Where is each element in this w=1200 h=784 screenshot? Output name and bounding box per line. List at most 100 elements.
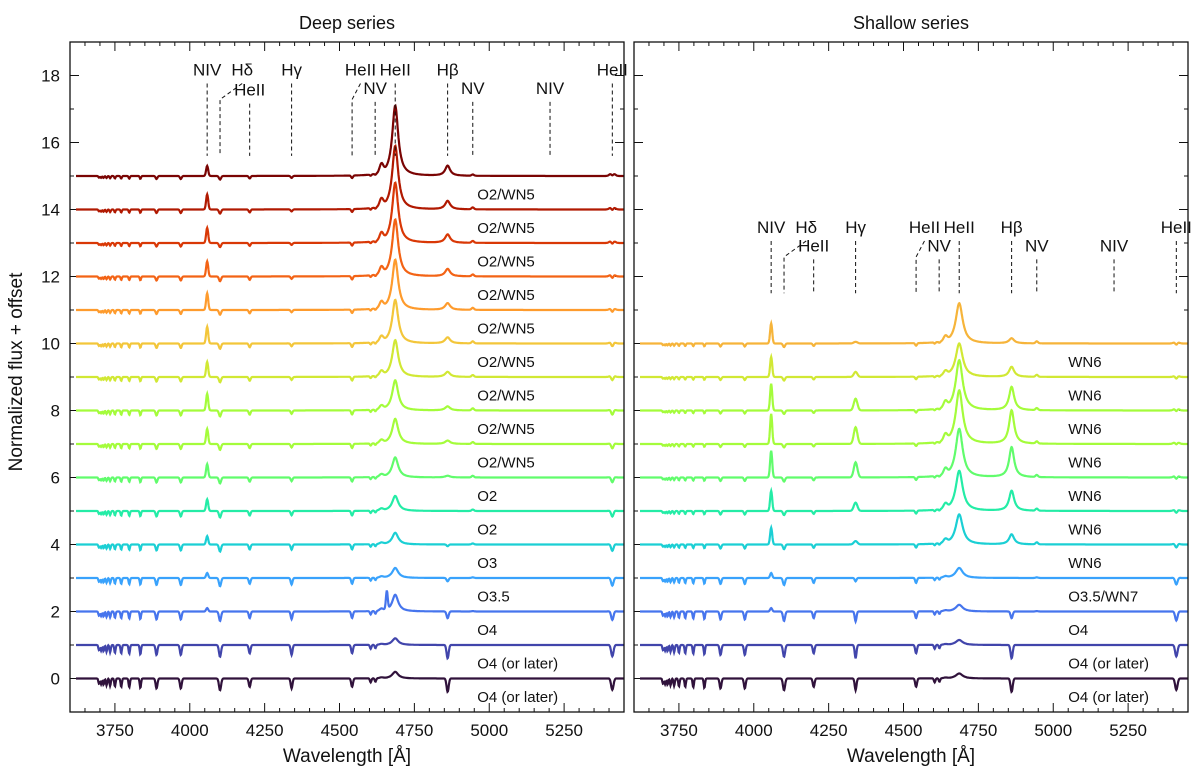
line-id-label: NV	[1025, 236, 1049, 255]
y-tick-label: 0	[51, 670, 60, 689]
spectrum-label: O4 (or later)	[477, 655, 558, 672]
y-tick-label: 2	[51, 603, 60, 622]
spectrum-label: O2/WN5	[477, 253, 535, 270]
spectrum-label: O4	[1068, 622, 1088, 639]
x-tick-label: 5000	[470, 721, 508, 740]
spectrum-label: O3.5	[477, 588, 510, 605]
line-id-marker	[219, 83, 243, 156]
x-tick-label: 5250	[1109, 721, 1147, 740]
spectrum-line	[76, 379, 624, 418]
spectrum-line	[76, 258, 624, 316]
line-id-label: Hδ	[795, 218, 817, 237]
line-id-label: HeII	[234, 81, 265, 100]
spectrum-label: O3.5/WN7	[1068, 588, 1138, 605]
spectrum-label: O2/WN5	[477, 220, 535, 237]
spectrum-label: WN6	[1068, 454, 1101, 471]
spectrum-line	[76, 181, 624, 249]
line-id-label: NIV	[536, 79, 565, 98]
spectrum-label: O4 (or later)	[1068, 689, 1149, 706]
y-tick-label: 10	[41, 335, 60, 354]
spectrum-line	[76, 590, 624, 623]
y-tick-label: 6	[51, 469, 60, 488]
line-id-label: HeII	[944, 218, 975, 237]
x-axis-label: Wavelength [Å]	[283, 746, 411, 767]
spectrum-line	[640, 513, 1188, 551]
spectrum-line	[640, 603, 1188, 625]
panel-title: Shallow series	[853, 13, 969, 33]
line-id-label: HeII	[345, 61, 376, 80]
x-tick-label: 5250	[545, 721, 583, 740]
x-tick-label: 4500	[885, 721, 923, 740]
line-id-label: HeII	[798, 236, 829, 255]
x-tick-label: 4750	[395, 721, 433, 740]
x-tick-label: 3750	[660, 721, 698, 740]
spectrum-line	[640, 638, 1188, 661]
spectrum-line	[76, 417, 624, 452]
spectrum-line	[640, 388, 1188, 449]
spectrum-label: WN6	[1068, 387, 1101, 404]
y-tick-label: 18	[41, 67, 60, 86]
line-id-label: HeII	[380, 61, 411, 80]
spectrum-line	[640, 672, 1188, 695]
x-tick-label: 4250	[246, 721, 284, 740]
spectrum-line	[640, 469, 1188, 517]
line-id-marker	[915, 240, 925, 294]
x-tick-label: 4000	[735, 721, 773, 740]
x-tick-label: 5000	[1034, 721, 1072, 740]
line-id-label: Hγ	[281, 61, 302, 80]
spectrum-label: O2/WN5	[477, 320, 535, 337]
spectrum-label: O2/WN5	[477, 421, 535, 438]
y-tick-label: 14	[41, 201, 60, 220]
y-axis-label: Normalized flux + offset	[6, 272, 27, 471]
line-id-label: NIV	[1100, 236, 1129, 255]
y-tick-label: 4	[51, 536, 60, 555]
line-id-label: Hγ	[845, 218, 866, 237]
spectrum-label: WN6	[1068, 488, 1101, 505]
x-tick-label: 3750	[96, 721, 134, 740]
spectrum-label: O2/WN5	[477, 186, 535, 203]
spectrum-label: WN6	[1068, 421, 1101, 438]
spectrum-line	[76, 103, 624, 181]
spectrum-label: O4 (or later)	[1068, 655, 1149, 672]
line-id-label: NIV	[193, 61, 222, 80]
spectrum-label: O4 (or later)	[477, 689, 558, 706]
plot-frame	[633, 41, 1189, 713]
spectrum-label: O2	[477, 521, 497, 538]
line-id-label: NIV	[757, 218, 786, 237]
spectrum-line	[640, 301, 1188, 349]
panel-title: Deep series	[299, 13, 395, 33]
y-tick-label: 8	[51, 402, 60, 421]
spectrum-label: O2/WN5	[477, 454, 535, 471]
spectrum-label: O2/WN5	[477, 354, 535, 371]
spectrum-label: O3	[477, 555, 497, 572]
spectrum-label: WN6	[1068, 521, 1101, 538]
spectrum-label: O2/WN5	[477, 287, 535, 304]
y-tick-label: 16	[41, 134, 60, 153]
spectrum-line	[76, 566, 624, 588]
y-tick-label: 12	[41, 268, 60, 287]
spectrum-line	[76, 338, 624, 384]
spectrum-line	[640, 427, 1188, 483]
x-tick-label: 4500	[321, 721, 359, 740]
line-id-label: NV	[461, 79, 485, 98]
line-id-label: Hβ	[437, 61, 459, 80]
spectrum-line	[640, 342, 1188, 382]
x-tick-label: 4750	[959, 721, 997, 740]
line-id-label: NV	[927, 236, 951, 255]
spectrum-line	[76, 531, 624, 554]
spectrum-label: O4	[477, 622, 497, 639]
spectrum-label: O2/WN5	[477, 387, 535, 404]
spectrum-line	[76, 670, 624, 694]
spectrum-label: WN6	[1068, 354, 1101, 371]
spectrum-line	[76, 637, 624, 661]
spectrum-line	[76, 217, 624, 283]
x-tick-label: 4250	[810, 721, 848, 740]
spectrum-line	[640, 566, 1188, 587]
spectrum-line	[640, 358, 1188, 416]
spectrum-line	[76, 143, 624, 215]
line-id-label: Hβ	[1001, 218, 1023, 237]
shallow-series-panel: Shallow series Wavelength [Å] 3750 4000 4250…	[633, 13, 1192, 767]
